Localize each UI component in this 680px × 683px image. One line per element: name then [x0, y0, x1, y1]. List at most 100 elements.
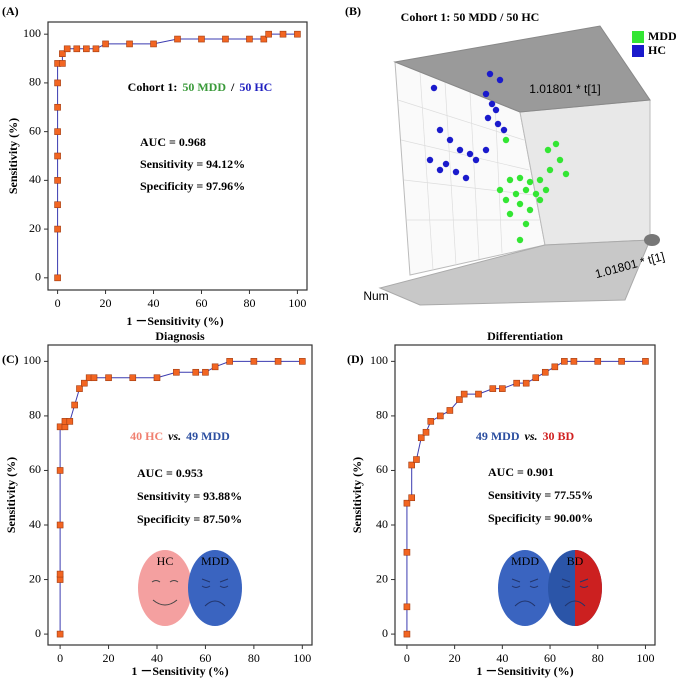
face-mouth — [514, 600, 536, 607]
annotation: AUC = 0.953 — [137, 466, 203, 480]
x-axis-label: 1 －Sensitivity (%) — [131, 664, 228, 678]
roc-marker — [54, 79, 61, 87]
x-tick-label: 100 — [636, 651, 654, 665]
roc-marker — [54, 225, 61, 233]
point — [486, 70, 494, 78]
y-tick-label: 80 — [376, 408, 388, 422]
y-tick-label: 100 — [370, 353, 388, 367]
roc-marker — [570, 358, 578, 365]
face-label: MDD — [201, 554, 229, 568]
y-tick-label: 80 — [29, 408, 41, 422]
roc-marker — [246, 35, 253, 43]
face-label: HC — [157, 554, 174, 568]
panel-label: (C) — [2, 352, 19, 366]
y-tick-label: 60 — [29, 123, 41, 137]
subtitle-part: vs. — [525, 429, 538, 443]
roc-marker — [250, 358, 258, 365]
panel-label: (B) — [345, 4, 361, 18]
point — [494, 120, 502, 128]
face-eyes — [201, 578, 229, 588]
x-tick-label: 0 — [57, 651, 63, 665]
x-axis-label: 1 －Sensitivity (%) — [476, 664, 573, 678]
x-tick-label: 40 — [496, 651, 508, 665]
roc-marker — [54, 152, 61, 160]
point — [506, 210, 514, 218]
roc-marker — [73, 45, 81, 53]
point — [442, 160, 450, 168]
roc-marker — [408, 494, 415, 502]
subtitle-part: 50 HC — [239, 80, 272, 94]
y-tick-label: 100 — [23, 353, 41, 367]
x-tick-label: 0 — [55, 296, 61, 310]
roc-marker — [274, 358, 282, 365]
roc-marker — [105, 374, 112, 382]
point — [430, 84, 438, 92]
point — [462, 174, 470, 182]
roc-marker — [299, 358, 306, 365]
top-face — [393, 25, 651, 113]
point — [506, 176, 514, 184]
x-axis-label: 1 －Sensitivity (%) — [126, 314, 223, 328]
roc-marker — [513, 379, 520, 387]
roc-marker — [403, 603, 411, 611]
x-tick-label: 40 — [148, 296, 160, 310]
point — [536, 196, 544, 204]
legend-swatch — [632, 31, 644, 43]
subtitle-part: 50 MDD — [182, 80, 226, 94]
x-tick-label: 80 — [592, 651, 604, 665]
y-tick-label: 0 — [35, 626, 41, 640]
roc-marker — [81, 379, 88, 387]
subtitle: Cohort 1: 50 MDD / 50 HC — [128, 80, 273, 94]
roc-marker — [153, 374, 161, 382]
face: BD — [548, 550, 602, 626]
point — [446, 136, 454, 144]
y-tick-label: 40 — [376, 517, 388, 531]
roc-marker — [174, 35, 181, 43]
annotation: Specificity = 97.96% — [140, 179, 245, 193]
annotation: Specificity = 90.00% — [488, 511, 593, 525]
y-axis-label: Sensitivity (%) — [4, 457, 18, 533]
legend-label: HC — [648, 43, 666, 57]
roc-marker — [522, 379, 530, 387]
roc-marker — [456, 396, 463, 403]
panel-label: (A) — [2, 4, 19, 18]
face: MDD — [498, 550, 552, 626]
plot-frame — [47, 344, 313, 646]
point — [526, 206, 534, 214]
face-eyes — [511, 578, 539, 588]
plot-frame — [394, 344, 656, 646]
roc-marker — [198, 35, 205, 43]
x-tick-label: 20 — [103, 651, 115, 665]
y-tick-label: 0 — [382, 626, 388, 640]
roc-marker — [59, 60, 66, 67]
roc-marker — [403, 630, 411, 638]
x-tick-label: 100 — [293, 651, 311, 665]
y-tick-label: 40 — [29, 517, 41, 531]
point — [546, 166, 554, 174]
panel-title: Cohort 1: 50 MDD / 50 HC — [401, 10, 540, 24]
point — [484, 114, 492, 122]
point — [452, 168, 460, 176]
face-shape — [138, 550, 192, 626]
face-eyes — [561, 578, 589, 588]
x-tick-label: 60 — [195, 296, 207, 310]
floor — [378, 239, 651, 306]
point — [532, 190, 540, 198]
roc-marker — [54, 201, 61, 209]
roc-marker — [413, 456, 420, 463]
subtitle-part: 49 MDD — [186, 429, 230, 443]
face-mouth — [564, 600, 586, 607]
point — [496, 76, 504, 84]
roc-marker — [63, 45, 71, 53]
y-tick-label: 20 — [29, 221, 41, 235]
face-half — [575, 550, 602, 626]
roc-marker — [76, 385, 83, 392]
wall-grid — [397, 71, 539, 271]
roc-marker — [61, 423, 69, 431]
roc-marker — [460, 390, 468, 398]
roc-marker — [56, 570, 64, 578]
roc-marker — [642, 358, 649, 365]
roc-curve — [57, 33, 298, 278]
roc-marker — [150, 40, 157, 48]
subtitle: 49 MDD vs. 30 BD — [476, 429, 575, 443]
